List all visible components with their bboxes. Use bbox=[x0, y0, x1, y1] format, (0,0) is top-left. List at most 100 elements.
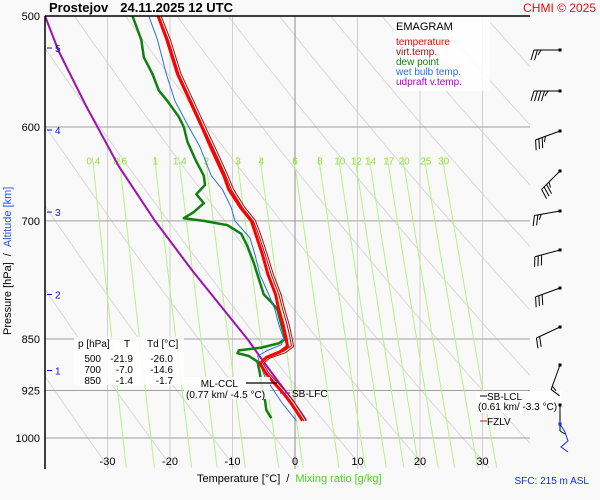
series-line-dew-point bbox=[131, 16, 287, 419]
series-line-temperature bbox=[156, 16, 304, 422]
mixing-ratio-label: 0.4 bbox=[86, 156, 100, 167]
table-header: T bbox=[124, 339, 130, 350]
barb-station bbox=[558, 48, 562, 52]
wind-barb bbox=[530, 48, 562, 61]
mixing-ratio-label: 2 bbox=[204, 156, 210, 167]
mixing-ratio-label: 1.4 bbox=[173, 156, 187, 167]
barb-feather bbox=[532, 215, 535, 226]
mixing-ratio-label: 0.6 bbox=[113, 156, 127, 167]
barb-staff bbox=[541, 170, 561, 190]
table-cell: -21.9 bbox=[110, 354, 133, 365]
barb-station bbox=[558, 89, 562, 93]
sb-lcl-bg bbox=[476, 391, 562, 413]
altitude-tick-label: 5 bbox=[55, 44, 61, 55]
mixing-ratio-label: 30 bbox=[438, 156, 450, 167]
barb-station bbox=[558, 403, 562, 407]
sb-lfc-label: SB-LFC bbox=[292, 389, 328, 400]
barb-feather bbox=[541, 294, 544, 305]
barb-feather bbox=[541, 189, 548, 199]
x-tick-label: -10 bbox=[225, 456, 241, 468]
table-cell: -7.0 bbox=[116, 365, 134, 376]
barb-station bbox=[558, 248, 562, 252]
fzlv-label: FZLV bbox=[487, 417, 511, 428]
legend-entry: wet bulb temp. bbox=[395, 67, 461, 78]
barb-feather bbox=[539, 336, 542, 347]
table-bg bbox=[74, 337, 184, 385]
mixing-ratio-line bbox=[368, 156, 420, 468]
barb-feather bbox=[530, 90, 535, 102]
surface-elevation: SFC: 215 m ASL bbox=[515, 476, 590, 487]
sb-lcl-value: (0.61 km/ -3.3 °C) bbox=[478, 402, 557, 413]
barb-feather bbox=[544, 90, 549, 97]
mixing-ratio-line bbox=[318, 156, 366, 468]
y-tick-label: 850 bbox=[22, 334, 40, 346]
barb-feather bbox=[530, 49, 535, 61]
barb-feather bbox=[551, 385, 557, 391]
table-header: p [hPa] bbox=[78, 339, 110, 350]
barb-feather bbox=[541, 90, 545, 102]
barb-feather bbox=[548, 181, 551, 188]
dry-adiabat bbox=[564, 0, 600, 468]
table-cell: 850 bbox=[84, 376, 101, 387]
table-cell: 500 bbox=[84, 354, 101, 365]
x-axis-label: Temperature [°C] / Mixing ratio [g/kg] bbox=[197, 473, 382, 485]
mixing-ratio-label: 25 bbox=[420, 156, 432, 167]
dry-adiabat bbox=[330, 16, 530, 248]
wind-barb bbox=[550, 363, 562, 397]
wind-barbs bbox=[530, 48, 569, 453]
copyright: CHMI © 2025 bbox=[523, 1, 596, 15]
data-table: p [hPa] T Td [°C] 500 -21.9 -26.0 700 -7.0 -14.6… bbox=[74, 337, 184, 387]
legend-entry: dew point bbox=[396, 57, 439, 68]
altitude-tick-label: 3 bbox=[55, 208, 61, 219]
mixing-ratio-label: 8 bbox=[317, 156, 323, 167]
mixing-ratio-line bbox=[204, 156, 246, 468]
mixing-ratio-label: 1 bbox=[153, 156, 159, 167]
barb-feather bbox=[543, 136, 546, 143]
barb-feather bbox=[534, 49, 538, 61]
wind-barb bbox=[535, 286, 562, 308]
wind-barb bbox=[541, 169, 562, 199]
y-tick-label: 1000 bbox=[16, 433, 40, 445]
barb-station bbox=[558, 325, 562, 329]
legend-entry: temperature bbox=[396, 37, 450, 48]
barb-feather bbox=[550, 389, 560, 397]
dry-adiabat bbox=[45, 124, 300, 469]
table-cell: -14.6 bbox=[150, 365, 173, 376]
y-tick-label: 925 bbox=[22, 386, 40, 398]
series-group bbox=[45, 16, 308, 422]
mixing-ratio-line bbox=[118, 156, 155, 468]
x-tick-label: -30 bbox=[100, 456, 116, 468]
mixing-ratio-line bbox=[402, 156, 456, 468]
barb-feather bbox=[535, 337, 539, 349]
mixing-ratio-label: 4 bbox=[258, 156, 264, 167]
altitude-tick-label: 1 bbox=[55, 366, 61, 377]
table-header: Td [°C] bbox=[147, 339, 178, 350]
legend-entry: udpraft v.temp. bbox=[396, 77, 462, 88]
legend-entry: virt.temp. bbox=[396, 47, 437, 58]
y-tick-label: 700 bbox=[22, 216, 40, 228]
x-tick-label: -20 bbox=[162, 456, 178, 468]
barb-staff bbox=[535, 287, 561, 298]
series-line-wet-bulb-temp bbox=[148, 16, 297, 422]
barb-feather bbox=[537, 49, 542, 56]
barb-feather bbox=[538, 138, 540, 150]
legend-title: EMAGRAM bbox=[396, 21, 453, 33]
barb-feather bbox=[535, 296, 537, 308]
barb-feather bbox=[559, 430, 566, 435]
barb-staff bbox=[550, 364, 561, 390]
barb-station bbox=[558, 129, 562, 133]
table-cell: -1.4 bbox=[116, 376, 134, 387]
wind-barb bbox=[534, 248, 562, 268]
mixing-ratio-label: 3 bbox=[235, 156, 241, 167]
barb-feather bbox=[538, 214, 542, 220]
barb-feather bbox=[538, 295, 540, 307]
wind-barb bbox=[532, 209, 562, 226]
mixing-ratio-label: 12 bbox=[351, 156, 363, 167]
barb-feather bbox=[535, 139, 537, 151]
series-line-virt-temp-inner bbox=[159, 16, 306, 421]
sb-lcl-label: SB-LCL bbox=[487, 392, 522, 403]
barb-staff bbox=[535, 130, 561, 141]
